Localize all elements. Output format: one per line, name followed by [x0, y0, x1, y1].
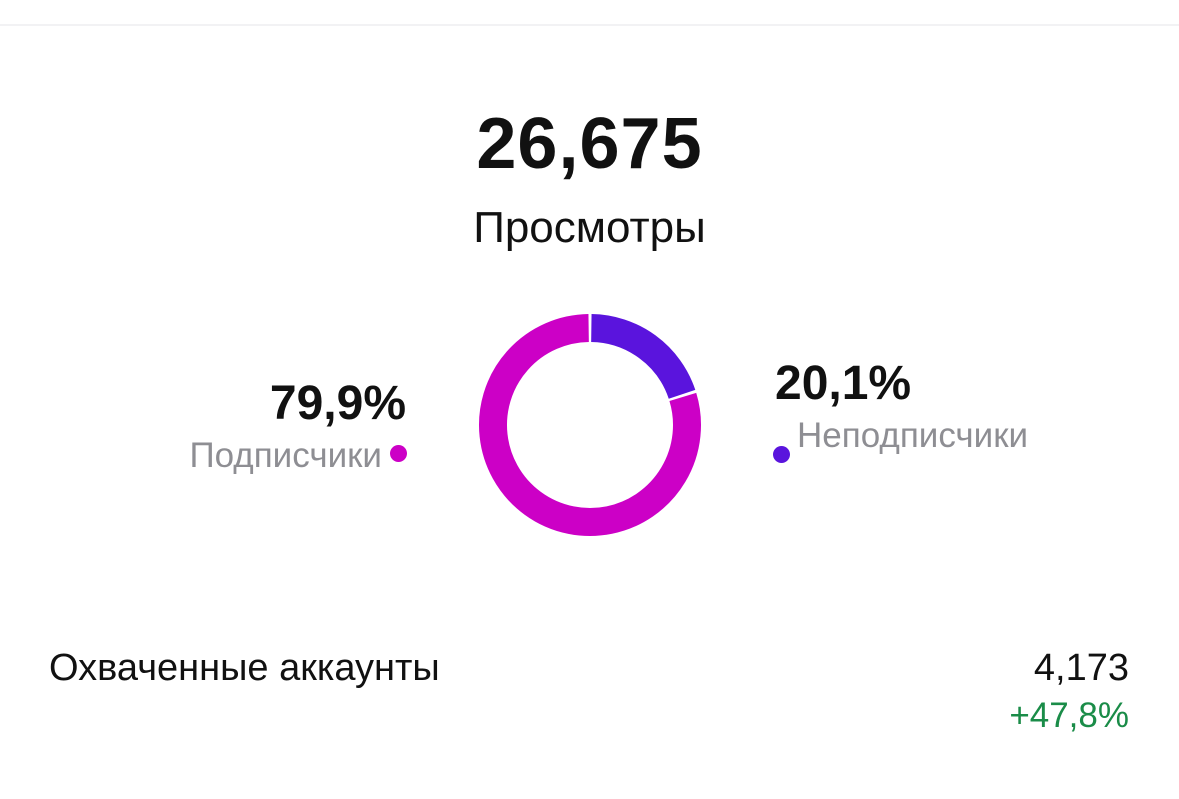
reached-accounts-change: +47,8%: [1009, 696, 1129, 735]
followers-legend-dot-icon: [390, 445, 407, 462]
followers-label: Подписчики: [189, 436, 382, 475]
non-followers-percent: 20,1%: [775, 357, 912, 410]
views-total-value: 26,675: [476, 104, 703, 184]
donut-slice-non-followers: [590, 314, 696, 400]
non-followers-label: Неподписчики: [797, 416, 1029, 455]
followers-percent: 79,9%: [269, 377, 406, 430]
reached-accounts-value: 4,173: [1033, 647, 1129, 689]
reached-accounts-label: Охваченные аккаунты: [49, 647, 440, 689]
views-donut-chart: [479, 314, 701, 536]
top-divider: [0, 24, 1179, 26]
views-total-label: Просмотры: [473, 203, 706, 252]
non-followers-legend-dot-icon: [773, 446, 790, 463]
donut-slice-followers: [479, 314, 701, 536]
